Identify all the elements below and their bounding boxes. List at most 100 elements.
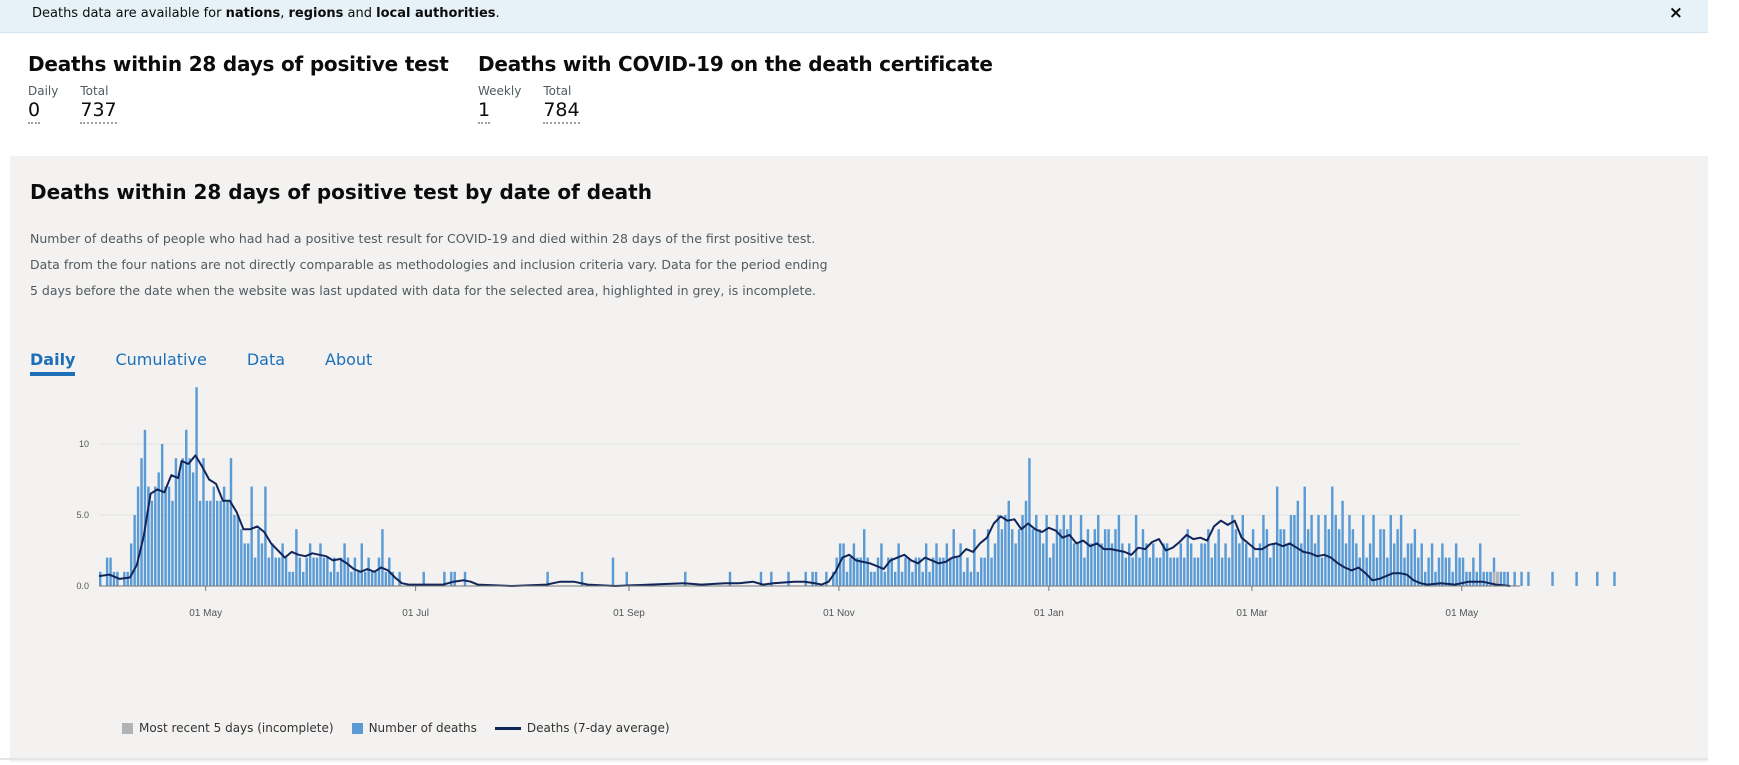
bar [825,571,828,586]
legend-item-number-of-deaths[interactable]: Number of deaths [351,721,477,735]
close-icon[interactable]: × [1668,3,1683,23]
x-tick-label: 01 Jul [402,608,429,619]
bar [1114,529,1117,586]
bar [1238,543,1241,586]
bar [856,557,859,586]
bar [1186,529,1189,586]
bar [983,557,986,586]
bar [1275,486,1279,586]
bar [1248,557,1251,586]
bar [997,515,1000,586]
tab-about[interactable]: About [325,350,373,369]
bar [188,458,191,586]
bar [863,529,866,586]
bar [126,571,129,586]
bar [154,486,157,586]
bar [319,543,322,586]
metric-value[interactable]: 0 [28,100,41,124]
bar [993,543,997,586]
bar [443,571,446,586]
deaths-chart[interactable]: 0.0 5.0 10 01 May 01 Jul 01 Sep 01 Nov 01 Jan 01… [10,156,1708,762]
bar [1465,571,1468,586]
tab-data[interactable]: Data [246,350,286,369]
bar [869,571,873,586]
bar [329,571,333,586]
bar [1468,571,1472,586]
metric-label: Total [543,84,572,98]
bar [890,557,893,586]
bar [914,557,918,586]
bar [298,557,302,586]
bar [1306,529,1310,586]
bar [1093,529,1097,586]
bar [157,472,160,586]
bar [222,486,226,586]
bar [140,458,143,586]
bar [1358,557,1362,586]
legend-item-incomplete[interactable]: Most recent 5 days (incomplete) [122,721,334,735]
bar [129,543,133,586]
bar [226,500,229,586]
bar [391,571,394,586]
bar [893,571,897,586]
bar [133,515,136,586]
bar [980,557,983,586]
bar [1183,557,1186,586]
bar [1420,543,1423,586]
bar [1485,571,1489,586]
bar [1169,557,1172,586]
bar [1121,543,1124,586]
bar [1155,557,1158,586]
bar [1310,515,1313,586]
bar [945,543,949,586]
bar [787,571,790,586]
bar [1107,529,1110,586]
bar [1437,557,1441,586]
bar [1489,571,1492,586]
bar [1293,515,1296,586]
metric-value[interactable]: 784 [543,100,580,124]
bar [1348,515,1351,586]
x-tick-label: 01 Mar [1236,608,1268,619]
metric-value[interactable]: 737 [80,100,117,124]
bar [1210,557,1214,586]
bar [198,500,202,586]
banner-text: Deaths data are available for nations, r… [32,6,500,21]
bar [835,557,838,586]
bar [1090,543,1093,586]
regions-link[interactable]: regions [288,6,344,21]
bar [1458,557,1461,586]
bar [236,515,240,586]
bar [209,500,212,586]
bar [904,557,907,586]
legend-item-7-day-average[interactable]: Deaths (7-day average) [494,721,670,735]
local-authorities-link[interactable]: local authorities [376,6,496,21]
y-tick-label: 5.0 [76,510,89,520]
bar [339,557,343,586]
bar [260,543,264,586]
tab-daily[interactable]: Daily [30,350,76,376]
bar [1000,529,1004,586]
banner-suffix: . [495,6,500,21]
nations-link[interactable]: nations [225,6,281,21]
tab-cumulative[interactable]: Cumulative [115,350,207,369]
bar [1527,571,1530,586]
bar [1148,557,1152,586]
bar [938,557,942,586]
bar [99,571,102,586]
bar [1506,571,1509,586]
x-tick-label: 01 Jan [1034,608,1064,619]
bar [333,557,336,586]
card-description: Number of deaths of people who had had a… [30,231,828,298]
metric-value[interactable]: 1 [478,100,491,124]
legend-label: Number of deaths [368,721,477,735]
bar [205,500,209,586]
bar [1286,543,1289,586]
bar [322,557,326,586]
bar [973,529,976,586]
summary-title: Deaths with COVID-19 on the death certif… [478,52,993,76]
bar [246,543,250,586]
bar [1021,515,1024,586]
y-tick-label: 10 [79,439,89,449]
bar [873,571,876,586]
